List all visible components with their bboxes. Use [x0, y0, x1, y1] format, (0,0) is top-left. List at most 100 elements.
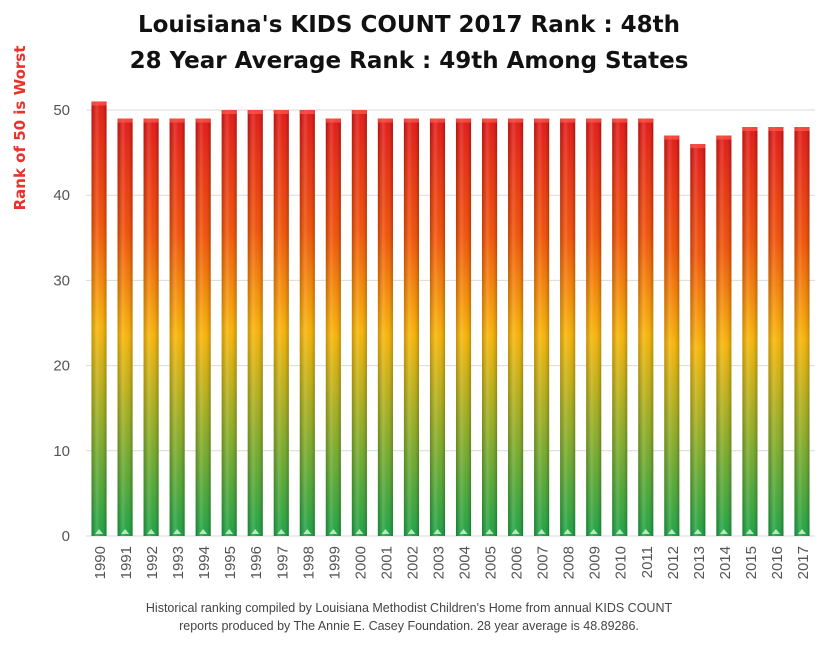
bar-base-marker: [147, 529, 156, 534]
bar-cap: [143, 118, 159, 123]
bar-base-marker: [459, 529, 468, 534]
bar: [664, 135, 680, 536]
chart-title: Louisiana's KIDS COUNT 2017 Rank : 48th: [137, 12, 681, 38]
x-tick-label: 2006: [509, 546, 526, 579]
bar: [169, 118, 185, 537]
bar-cap: [273, 110, 289, 114]
bar: [560, 118, 576, 537]
bar-base-marker: [355, 529, 364, 534]
bar-base-marker: [589, 529, 598, 534]
bar-shine: [195, 118, 211, 537]
bar-base-marker: [719, 529, 728, 534]
bar-cap: [429, 118, 446, 123]
bar-shine: [325, 118, 341, 537]
bar-cap: [768, 127, 784, 132]
bar-cap: [455, 118, 472, 123]
footnote-line-2: reports produced by The Annie E. Casey F…: [179, 619, 639, 633]
bar-cap: [91, 101, 107, 106]
bar-shine: [247, 110, 263, 536]
bar: [377, 118, 393, 537]
bar-shine: [690, 144, 706, 536]
bar-shine: [638, 118, 654, 537]
bar-cap: [117, 118, 133, 123]
bar-base-marker: [433, 529, 442, 534]
bar-base-marker: [771, 529, 780, 534]
bar: [508, 118, 524, 537]
bar: [794, 127, 810, 536]
bar-base-marker: [537, 529, 546, 534]
y-tick-label: 0: [62, 528, 70, 545]
bar-shine: [742, 127, 758, 536]
bar: [247, 110, 263, 536]
bar-cap: [221, 110, 237, 114]
bar-base-marker: [381, 529, 390, 534]
x-tick-label: 1998: [300, 546, 317, 579]
x-tick-label: 2008: [561, 546, 578, 579]
y-tick-label: 30: [53, 272, 70, 289]
bar-cap: [534, 118, 550, 123]
bar-base-marker: [797, 529, 806, 534]
bar-cap: [664, 135, 680, 140]
bar-shine: [664, 135, 680, 536]
bar-cap: [403, 118, 419, 123]
bar-cap: [299, 110, 315, 114]
bars: [91, 101, 810, 537]
bar-shine: [299, 110, 315, 536]
x-tick-label: 1997: [274, 546, 291, 579]
bar-base-marker: [95, 529, 104, 534]
bar-shine: [716, 135, 732, 536]
bar-base-marker: [615, 529, 624, 534]
bar-base-marker: [251, 529, 260, 534]
x-tick-label: 2004: [457, 546, 474, 579]
x-tick-label: 1991: [118, 546, 135, 579]
bar-base-marker: [329, 529, 338, 534]
bar-shine: [455, 118, 472, 537]
bar-cap: [508, 118, 524, 123]
bar-cap: [690, 144, 706, 149]
bar-shine: [91, 101, 107, 536]
bar-cap: [794, 127, 810, 132]
bar-shine: [377, 118, 393, 537]
bar-cap: [377, 118, 393, 123]
bar-base-marker: [745, 529, 754, 534]
bar-base-marker: [303, 529, 312, 534]
bar-base-marker: [693, 529, 702, 534]
x-tick-label: 1992: [144, 546, 161, 579]
y-tick-label: 50: [53, 102, 70, 119]
bar: [716, 135, 732, 536]
y-tick-label: 10: [53, 443, 70, 460]
x-tick-label: 2002: [404, 546, 421, 579]
bar: [612, 118, 628, 537]
x-tick-label: 2016: [769, 546, 786, 579]
bar: [117, 118, 133, 537]
bar-cap: [482, 118, 498, 123]
bar-cap: [742, 127, 758, 132]
bar-cap: [195, 118, 211, 123]
x-tick-label: 2007: [535, 546, 552, 579]
x-tick-label: 1995: [222, 546, 239, 579]
y-axis: 0 10 20 30 40 50: [53, 102, 70, 545]
y-tick-label: 40: [53, 187, 70, 204]
bar-base-marker: [407, 529, 416, 534]
bar-base-marker: [199, 529, 208, 534]
footnote: Historical ranking compiled by Louisiana…: [0, 599, 818, 635]
x-tick-label: 2000: [352, 546, 369, 579]
bar-cap: [351, 110, 367, 114]
bar: [143, 118, 159, 537]
bar-base-marker: [511, 529, 520, 534]
x-tick-label: 2013: [691, 546, 708, 579]
bar: [429, 118, 446, 537]
bar-cap: [325, 118, 341, 123]
x-tick-label: 2015: [743, 546, 760, 579]
bar-cap: [638, 118, 654, 123]
bar-cap: [247, 110, 263, 114]
x-tick-label: 2005: [483, 546, 500, 579]
gridlines: [86, 109, 815, 537]
x-tick-label: 2001: [378, 546, 395, 579]
bar-shine: [221, 110, 237, 536]
x-tick-label: 1999: [326, 546, 343, 579]
x-tick-label: 2010: [613, 546, 630, 579]
x-tick-label: 1994: [196, 546, 213, 579]
bar-cap: [612, 118, 628, 123]
bar-shine: [403, 118, 419, 537]
